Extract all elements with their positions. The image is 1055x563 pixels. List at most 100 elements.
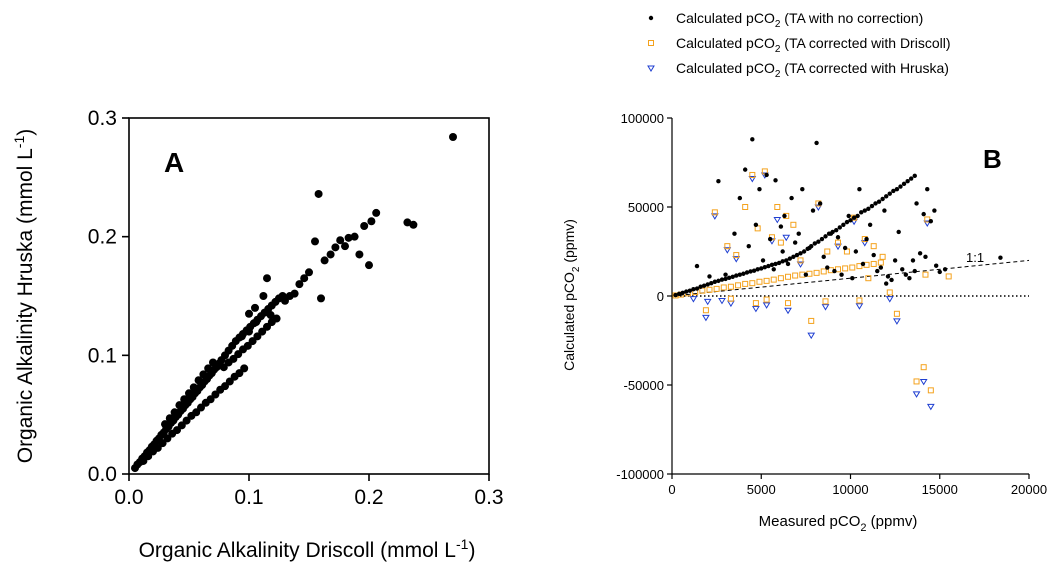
chart-a-x-tick-label: 0.0 xyxy=(114,486,143,509)
chart-b-data-point xyxy=(753,222,759,227)
chart-a-data-point xyxy=(367,217,376,226)
chart-b-data-point xyxy=(821,254,826,260)
chart-b-data-point xyxy=(702,314,710,322)
chart-b-data-point xyxy=(933,263,939,268)
chart-b-y-axis-label: Calculated pCO2 (ppmv) xyxy=(561,219,582,371)
chart-a-x-tick-label: 0.1 xyxy=(234,486,263,509)
chart-b-data-point xyxy=(893,310,900,317)
chart-b-data-point xyxy=(755,267,760,272)
chart-b-data-point xyxy=(789,195,794,201)
chart-a-data-point xyxy=(266,310,275,319)
chart-b-data-point xyxy=(844,219,850,225)
chart-a-data-point xyxy=(360,221,369,230)
chart-a-data-point xyxy=(165,414,174,423)
chart-b-data-point xyxy=(719,277,725,282)
chart-a-y-tick-label: 0.1 xyxy=(88,344,117,367)
chart-b-data-point xyxy=(908,176,914,181)
chart-a-y-tick-label: 0.3 xyxy=(88,107,117,130)
chart-a-ticks: 0.0 0.1 0.2 0.3 0.0 0.1 0.2 0.3 xyxy=(88,107,504,509)
chart-b-axes xyxy=(671,118,1029,475)
chart-b-data-point xyxy=(857,187,862,192)
chart-b-data-point xyxy=(885,274,891,279)
chart-b-data-point xyxy=(748,176,757,183)
chart-a-data-point xyxy=(251,303,259,312)
chart-b-panel-label: B xyxy=(983,144,1002,174)
chart-a-data-point xyxy=(194,376,203,385)
chart-b-data-point xyxy=(945,273,952,280)
chart-b-data-point xyxy=(824,248,831,255)
chart-b-x-axis-label: Measured pCO2 (ppmv) xyxy=(759,513,918,534)
chart-b-data-point xyxy=(917,251,923,256)
chart-b-data-point xyxy=(859,210,864,215)
chart-b-data-point xyxy=(746,243,751,249)
chart-b-data-point xyxy=(751,268,757,273)
chart-b-reference-line-label: 1:1 xyxy=(966,250,984,265)
chart-b-data-point xyxy=(792,272,799,279)
chart-b-data-point xyxy=(926,403,935,411)
chart-b-data-point xyxy=(711,209,718,216)
chart-a-data-point xyxy=(344,233,353,242)
chart-b-data-point xyxy=(787,256,793,261)
chart-b-data-point xyxy=(927,387,934,394)
chart-b-data-point xyxy=(870,243,877,250)
chart-b-data-point xyxy=(803,272,809,277)
chart-b-data-point xyxy=(889,277,894,283)
chart-b-data-point xyxy=(923,254,928,260)
chart-b-data-point xyxy=(823,234,828,239)
chart-b-data-point xyxy=(741,271,746,276)
chart-b-data-point xyxy=(862,208,867,213)
chart-b-data-point xyxy=(784,258,789,263)
chart-b-data-point xyxy=(698,284,703,289)
chart-a-data-point xyxy=(209,358,217,367)
chart-b-data-point xyxy=(760,258,766,263)
chart-b-data-point xyxy=(706,286,713,293)
chart-b-data-point xyxy=(782,213,787,219)
chart-b-data-point xyxy=(869,203,875,209)
chart-b-data-point xyxy=(785,261,791,267)
chart-b-data-point xyxy=(925,187,930,192)
chart-b-data-point xyxy=(737,195,743,201)
chart-b-data-point xyxy=(759,266,764,271)
chart-b-data-point xyxy=(684,289,689,294)
chart-a-points xyxy=(131,132,457,473)
chart-b-data-point xyxy=(763,296,770,303)
chart-b-data-point xyxy=(855,213,860,219)
chart-b-data-point xyxy=(865,275,872,282)
chart-b-reference-lines xyxy=(671,259,1030,297)
chart-b-data-point xyxy=(785,300,792,307)
chart-b-data-point xyxy=(891,188,896,194)
chart-b-data-point xyxy=(777,275,784,282)
chart-a-data-point xyxy=(180,395,189,404)
chart-b-data-point xyxy=(870,260,877,267)
chart-b-y-tick-label: -100000 xyxy=(616,467,664,482)
chart-b-data-point xyxy=(694,286,700,291)
chart-b-data-point xyxy=(757,187,762,192)
chart-b-data-point xyxy=(742,204,749,210)
chart-b-data-point xyxy=(886,289,893,296)
chart-b-legend: Calculated pCO2 (TA with no correction) C… xyxy=(647,10,951,80)
chart-a-data-point xyxy=(170,408,179,417)
chart-b-data-point xyxy=(807,332,816,340)
chart-b-data-point xyxy=(734,273,739,278)
chart-b-data-point xyxy=(850,276,855,281)
chart-b-data-point xyxy=(892,258,898,263)
chart-b-data-point xyxy=(791,254,796,260)
chart-b-data-point xyxy=(807,245,812,251)
chart-b-data-point xyxy=(716,278,721,284)
chart-b-data-point xyxy=(893,318,901,325)
chart-b-data-point xyxy=(737,272,743,277)
chart-b-data-point xyxy=(884,194,889,199)
chart-b-data-point xyxy=(800,187,805,192)
chart-b-data-point xyxy=(727,300,735,308)
chart-b-data-point xyxy=(910,258,916,263)
chart-b-data-point xyxy=(942,267,948,272)
chart-a-data-point xyxy=(259,292,268,300)
chart-b-data-point xyxy=(702,307,709,314)
chart-b-data-point xyxy=(724,243,731,250)
chart-a-plot-frame xyxy=(128,117,490,475)
chart-b-x-tick-label: 15000 xyxy=(922,482,958,497)
chart-a-data-point xyxy=(372,208,381,217)
chart-b-data-point xyxy=(860,240,869,247)
chart-a-data-point xyxy=(189,383,198,392)
